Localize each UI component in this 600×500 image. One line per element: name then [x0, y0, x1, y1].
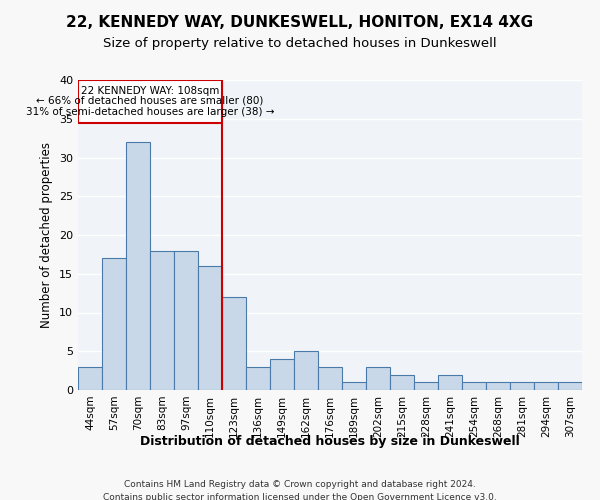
Bar	[246, 367, 270, 390]
Text: ← 66% of detached houses are smaller (80): ← 66% of detached houses are smaller (80…	[37, 96, 263, 106]
Bar	[78, 80, 222, 122]
Bar	[510, 382, 534, 390]
Bar	[486, 382, 510, 390]
Text: Size of property relative to detached houses in Dunkeswell: Size of property relative to detached ho…	[103, 38, 497, 51]
Bar	[318, 367, 342, 390]
Text: 31% of semi-detached houses are larger (38) →: 31% of semi-detached houses are larger (…	[26, 107, 274, 117]
Bar	[342, 382, 366, 390]
Bar	[414, 382, 438, 390]
Bar	[534, 382, 558, 390]
Text: Contains HM Land Registry data © Crown copyright and database right 2024.: Contains HM Land Registry data © Crown c…	[124, 480, 476, 489]
Bar	[150, 250, 174, 390]
Text: Distribution of detached houses by size in Dunkeswell: Distribution of detached houses by size …	[140, 435, 520, 448]
Bar	[222, 297, 246, 390]
Bar	[174, 250, 198, 390]
Bar	[462, 382, 486, 390]
Bar	[390, 374, 414, 390]
Text: Contains public sector information licensed under the Open Government Licence v3: Contains public sector information licen…	[103, 492, 497, 500]
Text: 22, KENNEDY WAY, DUNKESWELL, HONITON, EX14 4XG: 22, KENNEDY WAY, DUNKESWELL, HONITON, EX…	[67, 15, 533, 30]
Y-axis label: Number of detached properties: Number of detached properties	[40, 142, 53, 328]
Bar	[558, 382, 582, 390]
Bar	[294, 351, 318, 390]
Bar	[366, 367, 390, 390]
Bar	[126, 142, 150, 390]
Bar	[438, 374, 462, 390]
Bar	[78, 367, 102, 390]
Bar	[198, 266, 222, 390]
Bar	[270, 359, 294, 390]
Bar	[102, 258, 126, 390]
Text: 22 KENNEDY WAY: 108sqm: 22 KENNEDY WAY: 108sqm	[81, 86, 219, 96]
